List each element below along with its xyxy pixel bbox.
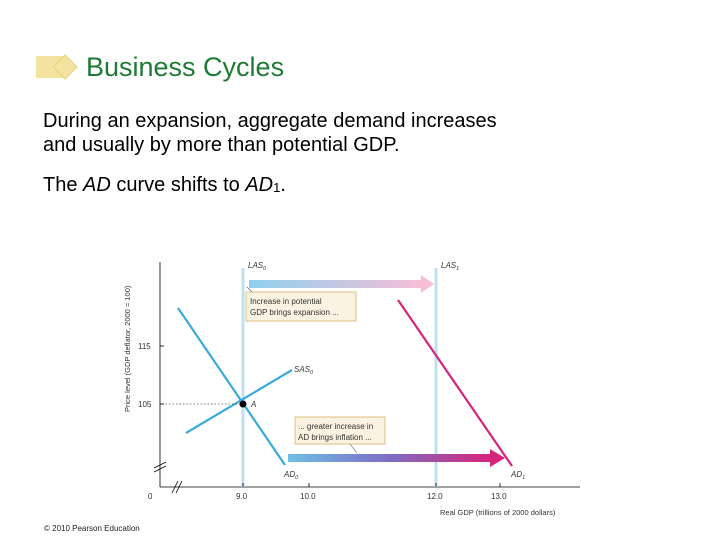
ad0-line	[177, 307, 286, 466]
body-line-3: The AD curve shifts to AD1.	[43, 173, 286, 199]
las0-label: LAS0	[248, 261, 267, 272]
page-title: Business Cycles	[86, 52, 285, 82]
x-tick-label-10: 10.0	[300, 492, 316, 501]
x-tick-label-13: 13.0	[491, 492, 507, 501]
body-line-1: During an expansion, aggregate demand in…	[43, 110, 497, 132]
x-tick-label-12: 12.0	[427, 492, 443, 501]
potential-gdp-arrowhead	[421, 275, 434, 293]
body-line-3-ad: AD	[83, 174, 111, 196]
copyright-notice: © 2010 Pearson Education	[44, 524, 140, 533]
sas0-line	[185, 369, 293, 434]
annotation-inflation-line-1: ... greater increase in	[298, 422, 373, 431]
body-line-2: and usually by more than potential GDP.	[43, 134, 400, 156]
inflation-arrowhead	[490, 449, 505, 467]
body-line-3-period: .	[280, 174, 286, 196]
inflation-arrow-shaft	[288, 454, 491, 462]
potential-annotation-box	[245, 291, 357, 322]
point-a-label: A	[250, 400, 256, 409]
y-tick-label-115: 115	[138, 342, 151, 351]
annotation-inflation-line-2: AD brings inflation ...	[298, 433, 372, 442]
potential-annotation-leader	[246, 286, 253, 293]
x-tick-label-0: 0	[148, 492, 153, 501]
title-bullet	[36, 50, 336, 84]
body-line-3-part-a: The	[43, 174, 84, 196]
annotation-potential-line-2: GDP brings expansion ...	[250, 308, 339, 317]
body-line-3-subscript: 1	[273, 180, 281, 195]
body-line-3-part-c: curve shifts to	[110, 174, 246, 196]
ad1-label: AD1	[510, 470, 525, 481]
x-axis-break	[171, 480, 183, 494]
x-axis-label: Real GDP (trillions of 2000 dollars)	[440, 508, 556, 517]
inflation-annotation-leader	[349, 443, 358, 454]
ad1-line	[397, 299, 513, 467]
annotation-potential-line-1: Increase in potential	[250, 297, 322, 306]
y-axis-label: Price level (GDP deflator, 2000 = 100)	[123, 285, 132, 412]
y-axis-break	[153, 461, 167, 473]
equilibrium-point-a	[239, 400, 247, 408]
las1-label: LAS1	[441, 261, 459, 272]
x-tick-label-9: 9.0	[236, 492, 248, 501]
inflation-annotation-box	[294, 416, 386, 445]
body-line-3-ad1: AD	[245, 174, 274, 196]
y-tick-label-105: 105	[138, 400, 152, 409]
sas0-label: SAS0	[294, 365, 314, 376]
potential-gdp-arrow-shaft	[249, 280, 422, 288]
ad0-label: AD0	[283, 470, 299, 481]
